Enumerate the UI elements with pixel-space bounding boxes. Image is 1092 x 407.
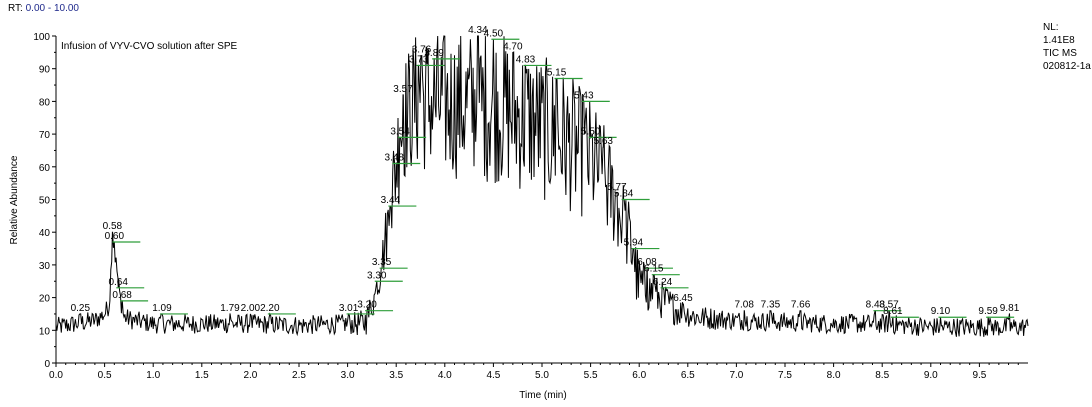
peak-label: 5.84 xyxy=(614,189,634,200)
peak-label: 0.25 xyxy=(71,303,91,314)
peak-label: 3.57 xyxy=(393,84,413,95)
peak-label: 4.34 xyxy=(468,25,488,36)
y-tick-label: 20 xyxy=(39,294,51,305)
y-tick-label: 80 xyxy=(39,97,51,108)
x-tick-label: 2.5 xyxy=(292,370,306,381)
x-tick-label: 0.0 xyxy=(49,370,63,381)
nl-value: 1.41E8 xyxy=(1043,35,1075,46)
y-tick-label: 50 xyxy=(39,196,51,207)
peak-label: 5.94 xyxy=(624,238,644,249)
peak-label: 5.50 xyxy=(581,126,601,137)
peak-label: 3.01 xyxy=(339,303,359,314)
x-tick-label: 8.5 xyxy=(875,370,889,381)
chart-title: Infusion of VYV-CVO solution after SPE xyxy=(61,41,238,52)
peak-labels: 0.25 0.580.60 0.64 0.68 1.09 1.79 2.00 2.20 3.01… xyxy=(71,25,1020,318)
rt-label: RT: xyxy=(8,3,23,14)
x-tick-label: 9.0 xyxy=(924,370,938,381)
peak-label: 3.48 xyxy=(385,153,405,164)
x-tick-label: 7.0 xyxy=(729,370,743,381)
peak-label: 0.60 xyxy=(105,231,125,242)
peak-label: 0.68 xyxy=(112,290,132,301)
peak-label: 4.50 xyxy=(484,28,504,39)
peak-label: 3.35 xyxy=(372,257,392,268)
peak-label: 7.08 xyxy=(734,300,754,311)
x-tick-label: 4.0 xyxy=(438,370,452,381)
x-tick-label: 5.0 xyxy=(535,370,549,381)
peak-label: 5.43 xyxy=(574,90,594,101)
x-tick-label: 7.5 xyxy=(778,370,792,381)
peak-label: 9.59 xyxy=(978,306,998,317)
x-axis-title: Time (min) xyxy=(519,390,566,401)
peak-label: 9.81 xyxy=(1000,303,1020,314)
y-tick-label: 10 xyxy=(39,326,51,337)
x-tick-label: 1.5 xyxy=(195,370,209,381)
x-tick-label: 3.5 xyxy=(389,370,403,381)
peak-label: 4.70 xyxy=(503,41,523,52)
y-tick-label: 70 xyxy=(39,130,51,141)
y-tick-label: 0 xyxy=(44,359,50,370)
peak-label: 7.35 xyxy=(761,300,781,311)
x-tick-label: 8.0 xyxy=(827,370,841,381)
y-tick-label: 30 xyxy=(39,261,51,272)
normalization-info: NL: 1.41E8 TIC MS 020812-1a xyxy=(1043,21,1091,73)
peak-label: 9.10 xyxy=(931,306,951,317)
peak-label: 3.30 xyxy=(367,270,387,281)
x-tick-label: 4.5 xyxy=(486,370,500,381)
peak-label: 5.77 xyxy=(607,182,627,193)
peak-label: 5.63 xyxy=(594,136,614,147)
peak-label: 3.44 xyxy=(381,195,401,206)
x-tick-label: 0.5 xyxy=(98,370,112,381)
x-tick-label: 6.5 xyxy=(681,370,695,381)
axes: 0 10 20 30 40 50 60 70 80 90 100 0.0 0.5 1.0 1.5 2.0 2.5… xyxy=(33,32,1028,381)
peak-label: 8.61 xyxy=(883,306,903,317)
peak-label: 0.58 xyxy=(103,221,123,232)
y-tick-label: 90 xyxy=(39,65,51,76)
y-tick-label: 100 xyxy=(33,32,50,43)
peak-label: 2.20 xyxy=(260,303,280,314)
peak-label: 3.54 xyxy=(390,126,410,137)
tic-trace xyxy=(55,35,1029,337)
peak-label: 6.15 xyxy=(644,264,664,275)
peak-label: 1.79 xyxy=(220,303,240,314)
rt-range-value: 0.00 - 10.00 xyxy=(25,3,79,14)
trace-layer xyxy=(55,35,1029,337)
x-tick-label: 5.5 xyxy=(584,370,598,381)
y-axis-title: Relative Abundance xyxy=(9,155,20,244)
peak-label: 3.89 xyxy=(424,48,444,59)
peak-label: 8.57 xyxy=(879,300,899,311)
file-name: 020812-1a xyxy=(1043,61,1091,72)
peak-label: 0.64 xyxy=(108,277,128,288)
peak-label: 6.24 xyxy=(653,277,673,288)
peak-label: 5.15 xyxy=(547,68,567,79)
x-tick-label: 3.0 xyxy=(341,370,355,381)
scan-type: TIC MS xyxy=(1043,48,1077,59)
x-tick-label: 2.0 xyxy=(243,370,257,381)
x-tick-label: 9.5 xyxy=(972,370,986,381)
peak-label: 7.66 xyxy=(791,300,811,311)
x-tick-label: 1.0 xyxy=(146,370,160,381)
peak-label: 3.76 xyxy=(412,45,432,56)
nl-label: NL: xyxy=(1043,22,1059,33)
rt-range-header: RT: 0.00 - 10.00 xyxy=(8,3,79,14)
peak-label: 2.00 xyxy=(241,303,261,314)
peak-label: 3.73 xyxy=(409,54,429,65)
peak-label: 1.09 xyxy=(152,303,172,314)
x-tick-label: 6.0 xyxy=(632,370,646,381)
peak-label: 6.08 xyxy=(637,257,657,268)
y-tick-label: 40 xyxy=(39,228,51,239)
peak-label: 3.20 xyxy=(357,300,377,311)
peak-label: 8.43 xyxy=(866,300,886,311)
y-tick-label: 60 xyxy=(39,163,51,174)
peak-label: 6.45 xyxy=(673,293,693,304)
peak-label: 4.83 xyxy=(516,54,536,65)
